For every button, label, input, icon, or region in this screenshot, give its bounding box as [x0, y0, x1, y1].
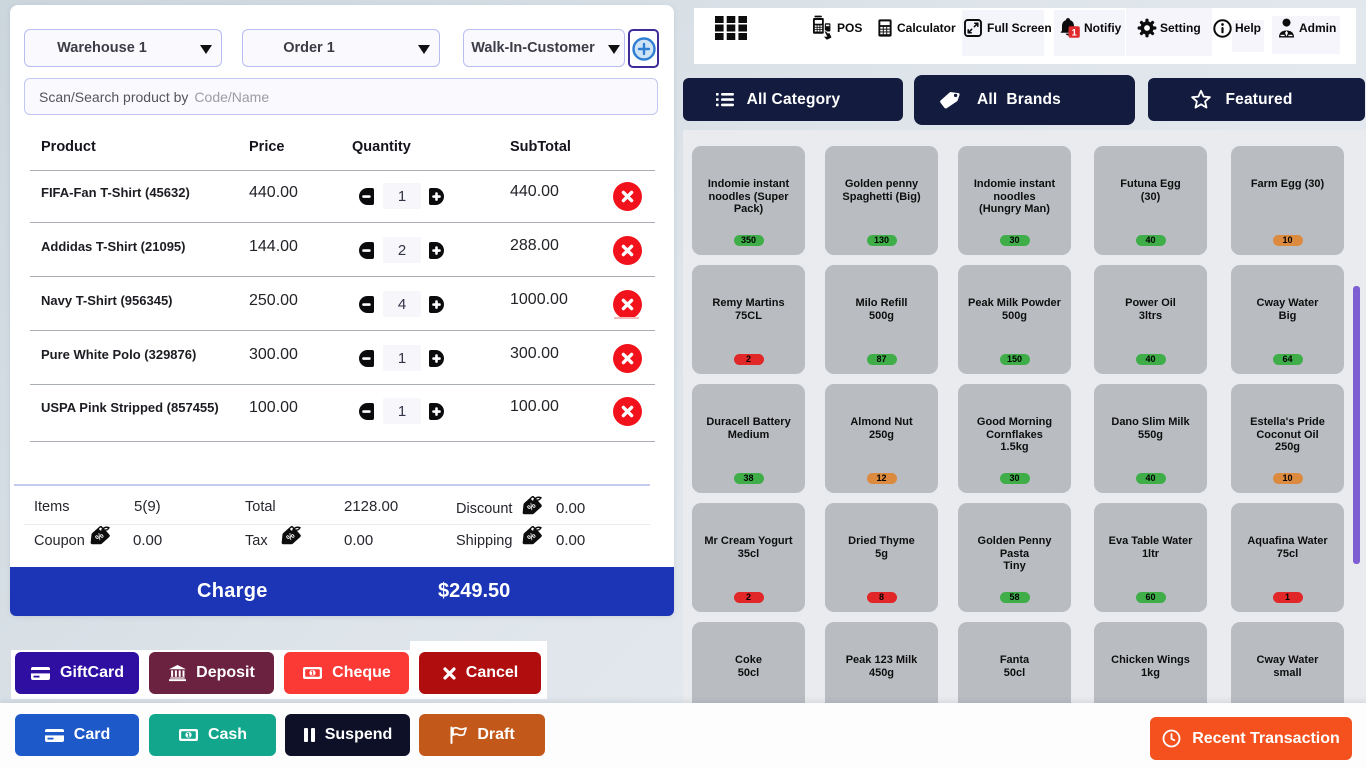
svg-text:1: 1	[186, 731, 190, 740]
svg-text:1: 1	[1071, 27, 1077, 38]
svg-text:1: 1	[311, 669, 315, 678]
